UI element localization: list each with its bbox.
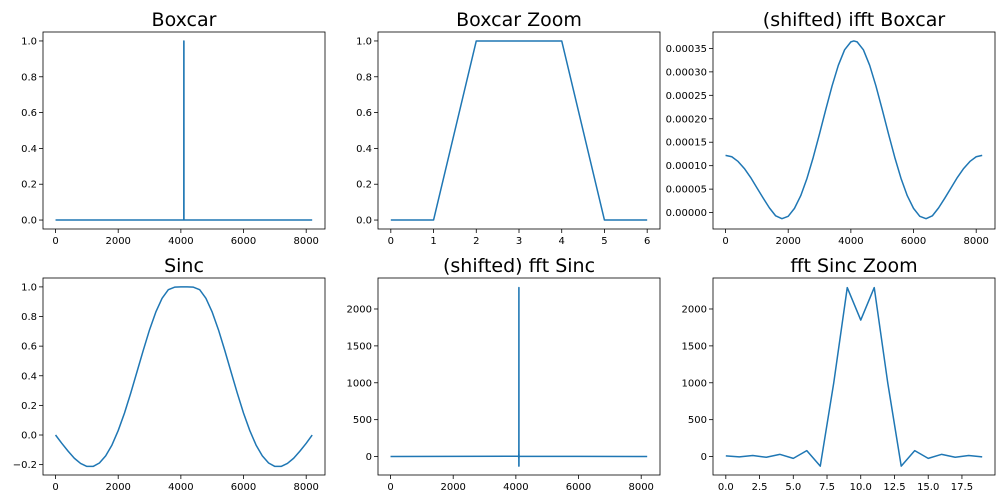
axes-frame (712, 277, 996, 476)
x-tick-label: 2 (473, 236, 479, 247)
y-tick-label: 0.6 (356, 108, 372, 119)
y-tick-label: 0.2 (356, 180, 372, 191)
y-tick-label: 0.2 (21, 180, 37, 191)
panel-ifft-boxcar: (shifted) ifft Boxcar 0 2000 4000 6000 8000 0… (666, 9, 996, 247)
y-tick-label: 1.0 (356, 36, 372, 47)
x-tick-label: 4000 (503, 482, 528, 493)
panel-fft-sinc-zoom: fft Sinc Zoom 0.0 2.5 5.0 7.5 10.0 12.5 15.0 17… (682, 255, 996, 493)
y-tick-label: 0.4 (21, 144, 37, 155)
series-line (54, 286, 313, 468)
y-tick-label: 0.00000 (666, 208, 707, 219)
y-tick-label: 0.4 (356, 144, 372, 155)
x-tick-label: 2000 (775, 236, 800, 247)
x-tick-label: 4000 (838, 236, 863, 247)
y-tick-label: 0.00015 (666, 138, 707, 149)
x-tick-label: 6000 (231, 482, 256, 493)
x-tick-label: 2000 (440, 482, 465, 493)
y-tick-label: 0.00035 (666, 44, 707, 55)
y-tick-label: 1000 (347, 378, 372, 389)
panel-boxcar: Boxcar 0 2000 4000 6000 8000 0.0 0.2 0.4 0.6 0.8 1… (21, 9, 326, 247)
x-tick-label: 2000 (105, 482, 130, 493)
y-tick-label: 0.8 (21, 312, 37, 323)
panel-sinc: Sinc 0 2000 4000 6000 8000 −0.2 0.0 0.2 0.4 0.6 0.… (13, 255, 326, 493)
x-tick-label: 0 (52, 482, 58, 493)
panel-title: Boxcar Zoom (456, 9, 582, 31)
x-tick-label: 8000 (963, 236, 988, 247)
panel-title: (shifted) fft Sinc (443, 255, 595, 277)
panel-title: (shifted) ifft Boxcar (763, 9, 946, 31)
x-tick-label: 4 (559, 236, 565, 247)
x-tick-label: 0 (387, 482, 393, 493)
axes-frame (377, 277, 661, 476)
y-tick-label: 500 (688, 415, 707, 426)
axes-frame (42, 31, 326, 230)
x-tick-label: 6000 (901, 236, 926, 247)
y-tick-label: 1500 (347, 341, 372, 352)
y-tick-label: 0.00025 (666, 91, 707, 102)
x-tick-label: 6000 (231, 236, 256, 247)
y-tick-label: 0.6 (21, 342, 37, 353)
axes-frame (42, 277, 326, 476)
y-tick-label: 0.00030 (666, 67, 707, 78)
y-tick-label: 0.0 (21, 431, 37, 442)
y-tick-label: −0.2 (13, 460, 37, 471)
y-tick-label: 0.0 (356, 216, 372, 227)
y-tick-label: 0.8 (356, 72, 372, 83)
y-tick-label: 500 (353, 415, 372, 426)
y-tick-label: 0.00010 (666, 161, 707, 172)
y-tick-label: 0 (701, 452, 707, 463)
x-tick-label: 3 (516, 236, 522, 247)
series-line (725, 286, 983, 467)
x-tick-label: 6 (644, 236, 650, 247)
x-tick-label: 5 (601, 236, 607, 247)
y-tick-label: 0.00020 (666, 114, 707, 125)
y-tick-label: 1.0 (21, 36, 37, 47)
series-line (390, 286, 648, 467)
x-tick-label: 17.5 (951, 482, 973, 493)
y-tick-label: 0.8 (21, 72, 37, 83)
series-line (725, 40, 983, 220)
panel-fft-sinc: (shifted) fft Sinc 0 2000 4000 6000 8000 0 500… (347, 255, 661, 493)
x-tick-label: 2000 (105, 236, 130, 247)
y-tick-label: 2000 (347, 304, 372, 315)
x-tick-label: 8000 (293, 482, 318, 493)
y-tick-label: 0.00005 (666, 185, 707, 196)
y-tick-label: 0.4 (21, 371, 37, 382)
x-tick-label: 2.5 (752, 482, 768, 493)
panel-title: Boxcar (152, 9, 217, 31)
panel-title: Sinc (164, 255, 204, 277)
x-tick-label: 0 (722, 236, 728, 247)
x-tick-label: 4000 (168, 482, 193, 493)
x-tick-label: 10.0 (850, 482, 872, 493)
x-tick-label: 6000 (566, 482, 591, 493)
y-tick-label: 2000 (682, 304, 707, 315)
y-tick-label: 0.0 (21, 216, 37, 227)
x-tick-label: 0 (52, 236, 58, 247)
x-tick-label: 5.0 (785, 482, 801, 493)
axes-frame (712, 31, 996, 230)
y-tick-label: 1500 (682, 341, 707, 352)
series-line (390, 40, 648, 221)
x-tick-label: 12.5 (883, 482, 905, 493)
x-tick-label: 0 (388, 236, 394, 247)
x-tick-label: 7.5 (819, 482, 835, 493)
x-tick-label: 4000 (168, 236, 193, 247)
x-tick-label: 0.0 (718, 482, 734, 493)
axes-frame (377, 31, 661, 230)
y-tick-label: 0 (366, 452, 372, 463)
x-tick-label: 1 (430, 236, 436, 247)
y-tick-label: 0.6 (21, 108, 37, 119)
y-tick-label: 0.2 (21, 401, 37, 412)
y-tick-label: 1000 (682, 378, 707, 389)
x-tick-label: 15.0 (917, 482, 939, 493)
x-tick-label: 8000 (293, 236, 318, 247)
x-tick-label: 8000 (628, 482, 653, 493)
series-line (55, 40, 313, 221)
panel-title: fft Sinc Zoom (790, 255, 917, 277)
panel-boxcar-zoom: Boxcar Zoom 0 1 2 3 4 5 6 0.0 0.2 0.4 0.6 0.8 1.0 (356, 9, 661, 247)
y-tick-label: 1.0 (21, 282, 37, 293)
